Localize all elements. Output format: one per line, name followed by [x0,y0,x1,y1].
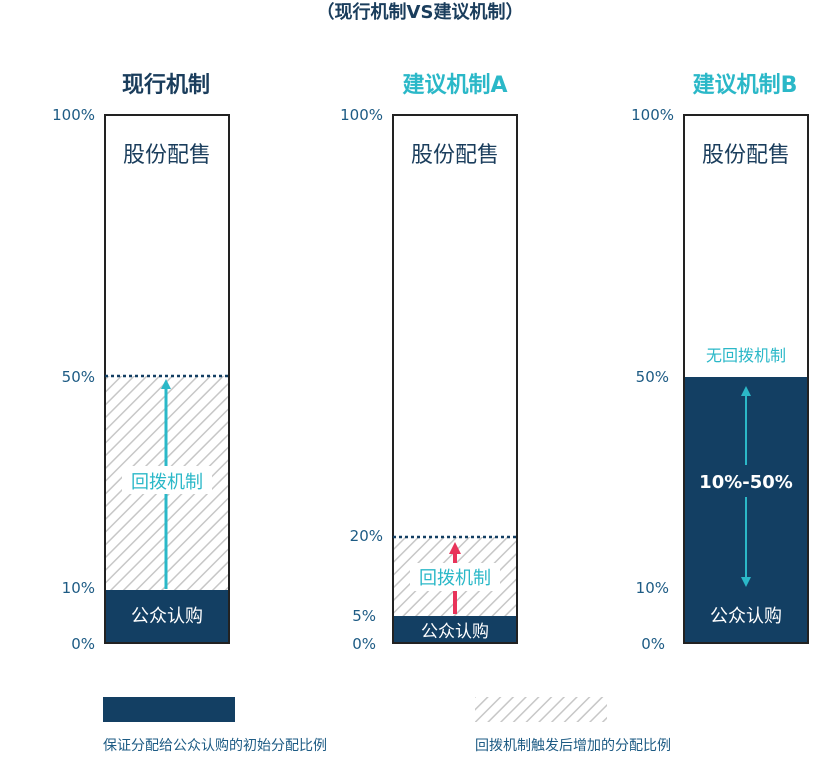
legend-hatched-label: 回拨机制触发后增加的分配比例 [475,738,671,754]
legend-solid-swatch [103,697,235,722]
public-label: 公众认购 [710,606,782,627]
clawback-label-bg [410,563,500,591]
placement-label: 股份配售 [411,143,499,168]
panel-title: 建议机制B [693,73,798,98]
allocation-bar-frame [392,114,518,644]
allocation-bar-frame [683,114,809,644]
tick-0: 0% [71,635,95,653]
tick-20: 20% [350,527,383,545]
no-clawback-label: 无回拨机制 [706,346,786,365]
diagram-title: （现行机制VS建议机制） [317,1,524,23]
legend-hatched-swatch [475,697,607,722]
placement-label: 股份配售 [702,143,790,168]
tick-100: 100% [631,106,674,124]
tick-100: 100% [52,106,95,124]
panel-title: 建议机制A [402,73,507,98]
panel-current: 现行机制 回拨机制 股份配售 公众认购 100% 50% 10% 0% [52,72,230,653]
legend-solid-label: 保证分配给公众认购的初始分配比例 [103,737,327,754]
tick-50: 50% [62,368,95,386]
tick-10: 10% [636,579,669,597]
legend: 保证分配给公众认购的初始分配比例 回拨机制触发后增加的分配比例 [103,697,671,754]
clawback-label-bg [122,466,212,494]
tick-0: 0% [352,635,376,653]
placement-label: 股份配售 [123,143,211,168]
public-subscription-bar [393,616,517,643]
public-label: 公众认购 [131,606,203,627]
tick-100: 100% [340,106,383,124]
clawback-label: 回拨机制 [419,568,491,589]
panel-title: 现行机制 [122,72,210,98]
tick-0: 0% [641,635,665,653]
allocation-bar-frame [104,114,230,644]
public-subscription-bar [105,590,229,643]
range-label: 10%-50% [699,472,793,493]
panel-proposal-a: 建议机制A 回拨机制 股份配售 公众认购 100% 20% 5% 0% [340,73,518,653]
tick-5: 5% [352,607,376,625]
tick-10: 10% [62,579,95,597]
clawback-label: 回拨机制 [131,472,203,493]
panel-proposal-b: 建议机制B 无回拨机制 10%-50% 股份配售 公众认购 100% 50% 1… [631,73,809,653]
public-label: 公众认购 [421,622,489,642]
tick-50: 50% [636,368,669,386]
